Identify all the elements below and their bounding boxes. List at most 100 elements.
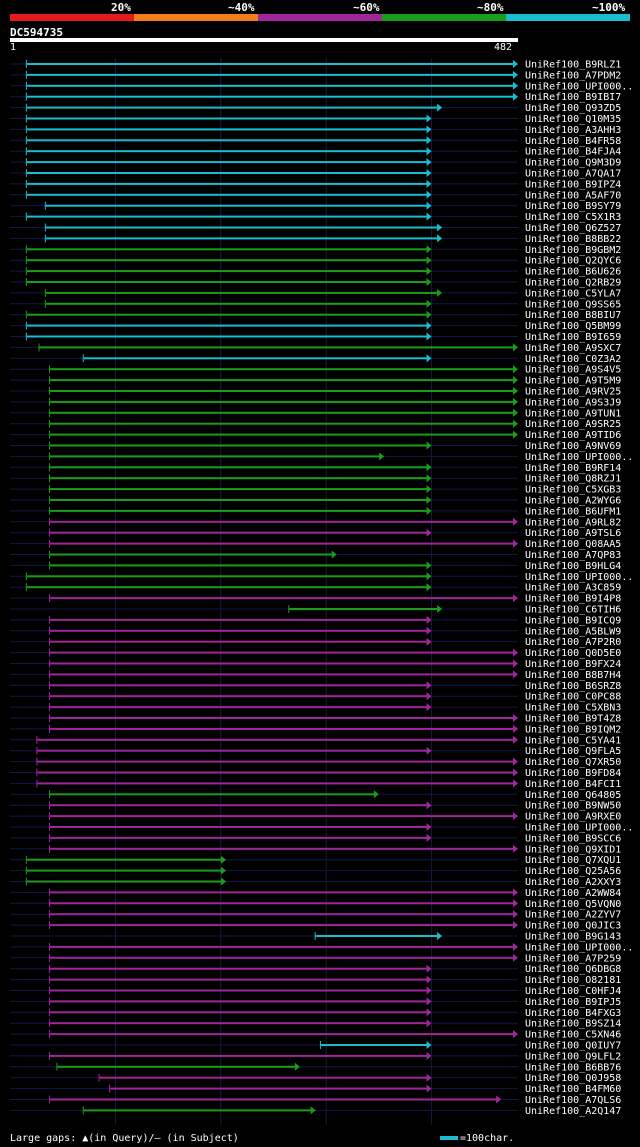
hit-bar	[50, 433, 514, 436]
legend-swatch-purple	[258, 14, 382, 21]
legend-swatch-orange	[134, 14, 258, 21]
hit-start-cap	[25, 256, 27, 265]
hit-start-cap	[25, 310, 27, 319]
hit-bar	[50, 1098, 498, 1101]
hit-bar	[26, 270, 428, 273]
hit-start-cap	[25, 60, 27, 68]
hit-label: UniRef100_B6U626	[525, 267, 621, 278]
hit-label: UniRef100_B9G143	[525, 932, 621, 943]
hit-bar	[50, 706, 428, 709]
hit-bar	[50, 815, 514, 818]
hit-label: UniRef100_A9RV25	[525, 387, 621, 398]
hit-label: UniRef100_Q9M3D9	[525, 158, 621, 169]
hit-bar	[83, 357, 428, 360]
hit-end-arrow	[513, 724, 518, 733]
hit-bar	[50, 695, 428, 698]
hit-start-cap	[25, 81, 27, 90]
hit-label: UniRef100_A2Q147	[525, 1106, 621, 1117]
hit-end-arrow	[513, 387, 518, 395]
hit-label: UniRef100_A9TSL6	[525, 528, 621, 539]
hit-start-cap	[49, 485, 51, 494]
hit-end-arrow	[513, 517, 518, 526]
hit-bar	[45, 302, 428, 305]
hit-start-cap	[25, 103, 27, 112]
hit-bar	[50, 684, 428, 687]
scale-swatch	[440, 1136, 458, 1140]
hit-bar	[50, 509, 428, 512]
hit-label: UniRef100_B8BB22	[525, 234, 621, 245]
legend-label-20: 20%	[111, 1, 131, 14]
hit-bar	[26, 193, 428, 196]
hit-end-arrow	[513, 81, 518, 90]
hit-start-cap	[49, 942, 51, 951]
hit-label: UniRef100_A7PDM2	[525, 70, 621, 81]
hit-label: UniRef100_A2WYG6	[525, 496, 621, 507]
hit-end-arrow	[426, 997, 432, 1006]
hit-start-cap	[49, 648, 51, 657]
hit-start-cap	[314, 932, 316, 940]
hit-label: UniRef100_B9IBI7	[525, 92, 621, 103]
hit-start-cap	[25, 114, 27, 123]
hit-label: UniRef100_C0HFJ4	[525, 986, 621, 997]
hit-bar	[99, 1076, 428, 1079]
hit-end-arrow	[426, 332, 432, 341]
legend-swatch-red	[10, 14, 134, 21]
hit-start-cap	[49, 681, 51, 690]
hit-label: UniRef100_Q0JIC3	[525, 921, 621, 932]
hit-start-cap	[36, 779, 38, 788]
hit-bar	[45, 237, 439, 240]
hit-label: UniRef100_B9IPZ4	[525, 179, 621, 190]
hit-start-cap	[49, 692, 51, 701]
hit-start-cap	[49, 452, 51, 461]
hit-bar	[50, 1022, 428, 1025]
hit-bar	[50, 924, 514, 927]
hit-end-arrow	[513, 594, 518, 603]
hit-start-cap	[36, 746, 38, 755]
hit-label: UniRef100_Q0D5E0	[525, 648, 621, 659]
hit-start-cap	[44, 201, 46, 210]
hit-start-cap	[49, 441, 51, 450]
hit-bar	[50, 1011, 428, 1014]
hit-label: UniRef100_Q9FLA5	[525, 746, 621, 757]
hit-start-cap	[49, 921, 51, 930]
hit-bar	[50, 847, 514, 850]
hit-label: UniRef100_B9ICQ9	[525, 615, 621, 626]
hit-end-arrow	[513, 659, 518, 668]
hit-start-cap	[49, 637, 51, 646]
hit-start-cap	[49, 1019, 51, 1028]
hit-start-cap	[319, 1041, 321, 1049]
footer-gaps-legend: Large gaps: ▲(in Query)/– (in Subject)	[10, 1133, 239, 1144]
hit-end-arrow	[437, 932, 443, 940]
hit-end-arrow	[426, 1051, 432, 1060]
hit-end-arrow	[426, 441, 432, 450]
hit-start-cap	[44, 299, 46, 308]
hit-start-cap	[25, 572, 27, 581]
hit-start-cap	[44, 223, 46, 232]
hit-label: UniRef100_B9GBM2	[525, 245, 621, 256]
hit-start-cap	[49, 790, 51, 799]
footer-scale-legend: =100char.	[440, 1133, 514, 1144]
hit-label: UniRef100_B4FXG3	[525, 1008, 621, 1019]
hit-start-cap	[49, 888, 51, 897]
hit-start-cap	[49, 1008, 51, 1017]
hit-end-arrow	[513, 408, 518, 417]
hit-start-cap	[25, 179, 27, 188]
hit-label: UniRef100_A9TUN1	[525, 408, 621, 419]
hit-start-cap	[49, 506, 51, 515]
hit-bar	[50, 727, 514, 730]
hit-label: UniRef100_Q9XID1	[525, 844, 621, 855]
hit-end-arrow	[437, 288, 443, 297]
hit-end-arrow	[426, 528, 432, 537]
hit-bar	[26, 281, 428, 283]
hit-bar	[50, 673, 514, 676]
hit-bar	[39, 346, 514, 349]
hit-bar	[26, 575, 428, 578]
hit-end-arrow	[426, 1084, 432, 1093]
hit-start-cap	[49, 463, 51, 472]
hit-bar	[50, 945, 514, 948]
hit-label: UniRef100_B4FJA4	[525, 147, 621, 158]
hit-bar	[26, 259, 428, 262]
hit-start-cap	[25, 190, 27, 199]
hit-label: UniRef100_Q9LFL2	[525, 1051, 621, 1062]
hit-end-arrow	[513, 419, 518, 428]
